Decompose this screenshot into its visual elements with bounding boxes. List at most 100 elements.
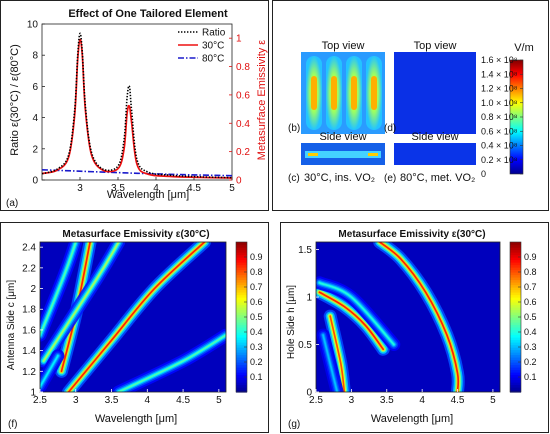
y-tick-label: 2 <box>30 284 36 295</box>
x-tick-label: 5 <box>216 395 222 406</box>
panel-label-a: (a) <box>6 198 18 209</box>
caption-c: 30°C, ins. VO₂ <box>304 172 375 184</box>
colorbar-tick-label: 0.6 × 10⁸ <box>481 126 518 136</box>
y-tick-label-right: 0.8 <box>236 62 250 73</box>
colorbar-tick-label: 0 <box>481 169 486 179</box>
panel-label-c: (c) <box>288 173 300 184</box>
colorbar <box>509 241 522 393</box>
colorbar-tick-label: 0.5 <box>250 312 263 322</box>
x-tick-label: 4 <box>419 395 425 406</box>
hole-side-heatmap: Metasurface Emissivity ε(30°C) 2.5 3 3.5 4 4… <box>280 222 549 433</box>
panel-label-b: (b) <box>288 123 300 134</box>
colorbar-tick-label: 0.8 <box>250 267 263 277</box>
y-axis-label-f: Antenna Side c [μm] <box>6 280 17 370</box>
left-axis-label: Ratio ε(30°C) / ε(80°C) <box>9 44 21 156</box>
resonance-band <box>373 242 465 392</box>
x-axis-label-f: Wavelength [μm] <box>95 413 177 425</box>
x-axis-label: Wavelength [μm] <box>107 189 189 201</box>
y-tick-label: 0.5 <box>298 340 312 351</box>
resonance-band <box>316 328 344 392</box>
top-view-label-b: Top view <box>322 40 365 52</box>
colorbar-tick-label: 0.3 <box>250 342 263 352</box>
colorbar-tick-label: 0.5 <box>524 312 537 322</box>
panel-label-g: (g) <box>288 419 300 430</box>
colorbar-tick-label: 0.4 × 10⁸ <box>481 141 518 151</box>
t80-series-line <box>41 169 233 177</box>
x-tick-label: 4 <box>145 395 151 406</box>
y-tick-label: 1.8 <box>22 305 36 316</box>
y-tick-label-right: 0.6 <box>236 90 250 101</box>
side-view-label-e: Side view <box>411 131 458 143</box>
t30-series-line <box>41 38 233 179</box>
colorbar-tick-label: 0.2 <box>524 357 537 367</box>
resonance-band <box>323 309 351 392</box>
panel-label-d: (d) <box>384 123 396 134</box>
colorbar-tick-label: 0.9 <box>524 252 537 262</box>
top-view-label-d: Top view <box>414 40 457 52</box>
y-tick-label-left: 0 <box>32 176 38 187</box>
chart-title: Effect of One Tailored Element <box>68 8 228 20</box>
colorbar-unit: V/m <box>514 42 534 54</box>
caption-e: 80°C, met. VO₂ <box>400 172 475 184</box>
colorbar-tick-label: 0.4 <box>250 327 263 337</box>
colorbar <box>235 241 248 393</box>
y-tick-label: 1.6 <box>22 325 36 336</box>
y-tick-label-left: 10 <box>27 20 39 31</box>
colorbar-tick-label: 1.0 × 10⁸ <box>481 98 518 108</box>
top-view-metallic-map <box>394 52 476 134</box>
y-tick-label-right: 0.4 <box>236 119 250 130</box>
x-tick-label: 4.5 <box>176 395 190 406</box>
x-tick-label: 4.5 <box>451 395 465 406</box>
y-tick-label-left: 8 <box>32 51 38 62</box>
panel-label-e: (e) <box>384 173 396 184</box>
colorbar-tick-label: 0.1 <box>524 372 537 382</box>
panel-label-f: (f) <box>8 419 17 430</box>
x-tick-label: 3.5 <box>380 395 394 406</box>
resonance-band <box>40 242 126 368</box>
colorbar-tick-label: 1.4 × 10⁸ <box>481 69 518 79</box>
colorbar-tick-label: 0.7 <box>250 282 263 292</box>
plot-area <box>41 23 233 181</box>
resonance-band <box>112 328 226 392</box>
heatmap-title-f: Metasurface Emissivity ε(30°C) <box>62 229 209 240</box>
legend: Ratio 30°C 80°C <box>178 28 226 65</box>
colorbar-tick-label: 0.2 <box>250 357 263 367</box>
colorbar-tick-label: 0.3 <box>524 342 537 352</box>
x-tick-label: 4.5 <box>187 183 201 194</box>
colorbar-tick-label: 0.2 × 10⁸ <box>481 155 518 165</box>
y-tick-label: 0 <box>306 388 312 399</box>
side-view-hotspot <box>308 153 318 156</box>
side-view-hotspot <box>368 153 378 156</box>
x-tick-label: 3.5 <box>111 183 125 194</box>
y-tick-label: 1 <box>30 388 36 399</box>
y-tick-label-right: 0 <box>236 176 242 187</box>
right-axis-label: Metasurface Emissivity ε <box>256 40 268 161</box>
x-tick-label: 5 <box>229 183 235 194</box>
top-view-insulating-hotspots <box>306 56 382 130</box>
x-tick-label: 4 <box>153 183 159 194</box>
legend-label: 80°C <box>202 54 224 65</box>
colorbar-tick-label: 0.8 <box>524 267 537 277</box>
field-maps: Top view (b) Side view (c) 30°C, ins. VO… <box>272 0 549 211</box>
y-tick-label: 1 <box>306 293 312 304</box>
colorbar-tick-label: 0.6 <box>524 297 537 307</box>
y-tick-label: 1.4 <box>22 346 36 357</box>
x-tick-label: 3 <box>77 183 83 194</box>
side-view-label-c: Side view <box>319 131 366 143</box>
emissivity-ratio-chart: Effect of One Tailored Element 3 3.5 4 4.5 5… <box>0 0 269 211</box>
colorbar-tick-label: 0.9 <box>250 252 263 262</box>
side-view-hot-layer <box>305 151 381 158</box>
colorbar-tick-label: 1.2 × 10⁸ <box>481 84 518 94</box>
resonance-band <box>40 349 65 392</box>
y-tick-label: 2.2 <box>22 263 36 274</box>
legend-label: Ratio <box>202 28 226 39</box>
x-tick-label: 2.5 <box>309 395 323 406</box>
x-tick-label: 3 <box>349 395 355 406</box>
y-tick-label-right: 0.2 <box>236 147 250 158</box>
resonance-band <box>62 242 211 392</box>
legend-label: 30°C <box>202 41 224 52</box>
x-tick-label: 3 <box>73 395 79 406</box>
colorbar-tick-label: 0.1 <box>250 372 263 382</box>
x-tick-label: 2.5 <box>33 395 47 406</box>
x-tick-label: 3.5 <box>105 395 119 406</box>
